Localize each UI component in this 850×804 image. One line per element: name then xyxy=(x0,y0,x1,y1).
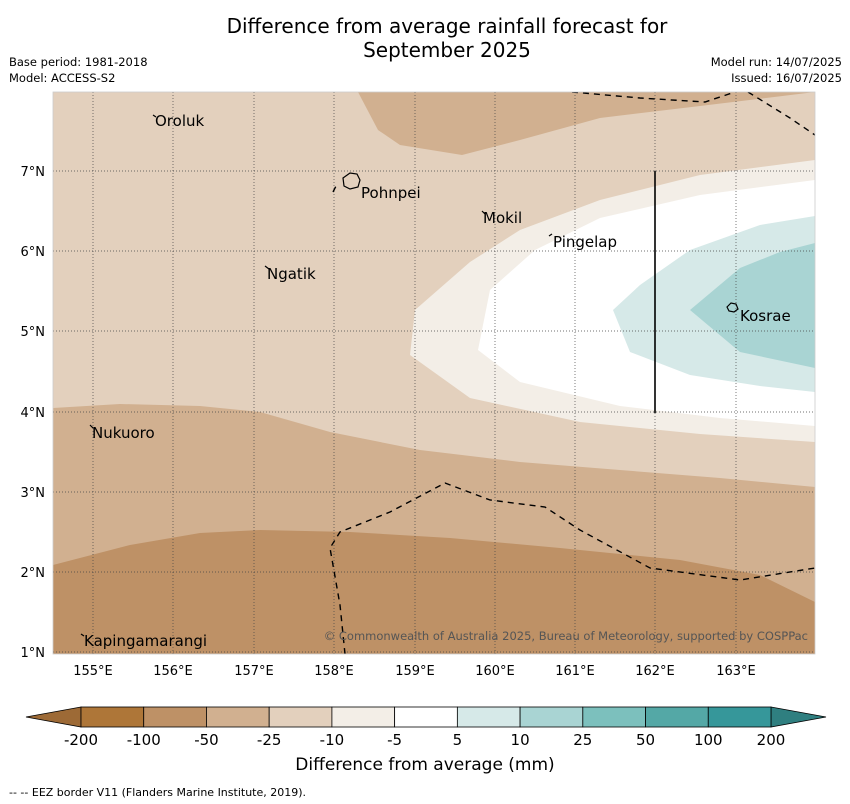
eez-border-south xyxy=(329,482,815,654)
colorbar-swatch xyxy=(268,706,333,728)
colorbar-swatch xyxy=(394,706,458,728)
x-tick-label: 157°E xyxy=(234,664,274,679)
eez-border-northeast xyxy=(747,92,815,136)
y-axis-labels: 7°N 6°N 5°N 4°N 3°N 2°N 1°N xyxy=(21,165,46,661)
place-label: Pohnpei xyxy=(361,184,421,202)
colorbar-label: 5 xyxy=(453,731,463,749)
model-run-text: Model run: 14/07/2025 xyxy=(710,55,842,69)
colorbar-label: 50 xyxy=(636,731,655,749)
island-outlines xyxy=(80,114,739,637)
title-line-1: Difference from average rainfall forecas… xyxy=(226,14,668,38)
model-text: Model: ACCESS-S2 xyxy=(9,71,116,85)
colorbar-swatch xyxy=(456,706,521,728)
colorbar: -200 -100 -50 -25 -10 -5 5 10 25 50 100 200 xyxy=(25,706,827,749)
footer-note: -- -- EEZ border V11 (Flanders Marine In… xyxy=(9,786,307,799)
colorbar-label: 200 xyxy=(757,731,786,749)
colorbar-swatch xyxy=(80,706,145,728)
colorbar-title: Difference from average (mm) xyxy=(295,755,555,775)
plot-frame xyxy=(52,91,816,655)
kosrae-island xyxy=(726,302,739,313)
mokil-atoll xyxy=(481,210,486,215)
x-tick-label: 159°E xyxy=(395,664,435,679)
y-tick-label: 7°N xyxy=(21,165,46,180)
colorbar-over-arrow xyxy=(770,706,827,728)
colorbar-swatch xyxy=(582,706,646,728)
x-tick-label: 158°E xyxy=(314,664,354,679)
nukuoro-atoll xyxy=(89,424,94,429)
colorbar-label: -200 xyxy=(64,731,98,749)
pohnpei-island xyxy=(342,172,361,190)
title-line-2: September 2025 xyxy=(363,38,531,62)
place-label: Kosrae xyxy=(740,307,791,325)
place-label: Pingelap xyxy=(553,233,617,251)
colorbar-under-arrow xyxy=(25,706,82,728)
y-tick-label: 1°N xyxy=(21,646,46,661)
pingelap-atoll xyxy=(548,233,553,237)
copyright-text: © Commonwealth of Australia 2025, Bureau… xyxy=(324,629,808,643)
place-labels: Oroluk Pohnpei Mokil Pingelap Ngatik Kos… xyxy=(84,112,791,650)
meta-left: Base period: 1981-2018 Model: ACCESS-S2 xyxy=(9,54,148,86)
colorbar-swatch xyxy=(707,706,772,728)
ngatik-atoll xyxy=(264,265,270,270)
base-period-text: Base period: 1981-2018 xyxy=(9,55,148,69)
oroluk-atoll xyxy=(152,114,157,118)
x-tick-label: 155°E xyxy=(73,664,113,679)
y-tick-label: 4°N xyxy=(21,406,46,421)
band-minus-25-50-north xyxy=(358,92,815,155)
place-label: Nukuoro xyxy=(92,424,155,442)
y-tick-label: 3°N xyxy=(21,486,46,501)
y-tick-label: 5°N xyxy=(21,325,46,340)
meta-right: Model run: 14/07/2025 Issued: 16/07/2025 xyxy=(711,54,842,86)
colorbar-label: -5 xyxy=(387,731,402,749)
colorbar-label: 25 xyxy=(573,731,592,749)
y-tick-label: 2°N xyxy=(21,566,46,581)
colorbar-label: 10 xyxy=(511,731,530,749)
x-tick-label: 162°E xyxy=(635,664,675,679)
place-label: Ngatik xyxy=(267,265,316,283)
rainfall-field xyxy=(53,92,815,654)
place-label: Oroluk xyxy=(155,112,204,130)
colorbar-label: -50 xyxy=(194,731,219,749)
x-tick-label: 160°E xyxy=(475,664,515,679)
colorbar-label: 100 xyxy=(694,731,723,749)
colorbar-swatch xyxy=(519,706,584,728)
chart-title: Difference from average rainfall forecas… xyxy=(0,14,850,62)
eez-border-north xyxy=(571,92,736,103)
y-tick-label: 6°N xyxy=(21,245,46,260)
colorbar-label: -25 xyxy=(257,731,282,749)
colorbar-swatch xyxy=(645,706,709,728)
colorbar-label: -10 xyxy=(320,731,345,749)
issued-text: Issued: 16/07/2025 xyxy=(731,71,842,85)
x-tick-label: 156°E xyxy=(153,664,193,679)
eez-border-pohnpei xyxy=(332,185,337,193)
colorbar-swatch xyxy=(206,706,270,728)
x-axis-labels: 155°E 156°E 157°E 158°E 159°E 160°E 161°… xyxy=(73,664,756,679)
x-tick-label: 163°E xyxy=(716,664,756,679)
place-label: Mokil xyxy=(483,209,522,227)
colorbar-swatch xyxy=(331,706,396,728)
eez-borders xyxy=(329,92,815,654)
kapingamarangi-atoll xyxy=(80,633,85,637)
band-minus-50-100 xyxy=(53,530,815,654)
place-label: Kapingamarangi xyxy=(84,632,207,650)
band-10-25 xyxy=(690,243,815,368)
colorbar-label: -100 xyxy=(127,731,161,749)
x-tick-label: 161°E xyxy=(555,664,595,679)
colorbar-swatch xyxy=(143,706,207,728)
